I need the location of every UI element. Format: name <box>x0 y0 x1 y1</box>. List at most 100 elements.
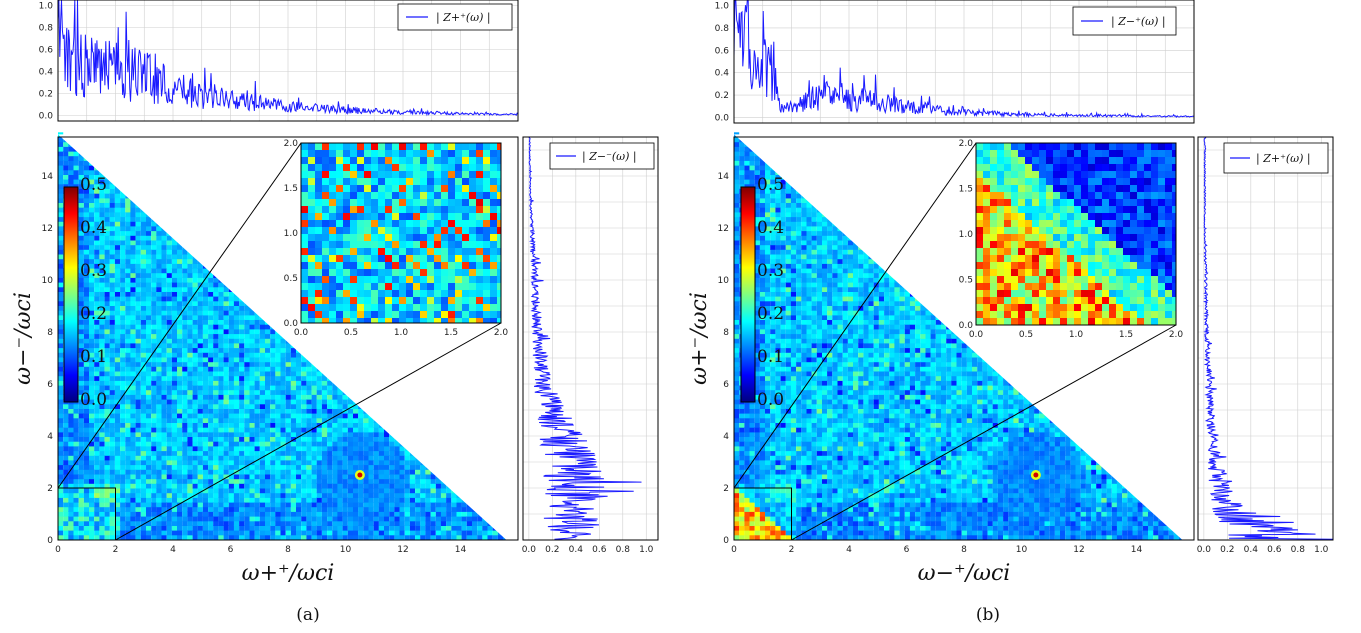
heatmap-cell <box>99 268 105 274</box>
heatmap-cell <box>477 530 483 536</box>
heatmap-cell <box>104 338 110 344</box>
inset-cell <box>441 220 448 227</box>
heatmap-cell <box>223 525 229 531</box>
heatmap-cell <box>182 417 188 423</box>
heatmap-cell <box>156 235 162 241</box>
heatmap-cell <box>435 492 441 498</box>
heatmap-cell <box>254 516 260 522</box>
heatmap-cell <box>114 431 121 437</box>
heatmap-cell <box>259 520 265 526</box>
heatmap-cell <box>146 445 152 452</box>
heatmap-cell <box>161 310 167 316</box>
heatmap-cell <box>140 216 146 222</box>
inset-cell <box>357 185 364 192</box>
heatmap-cell <box>290 520 297 526</box>
heatmap-cell <box>99 305 105 311</box>
inset-cell <box>455 283 462 290</box>
inset-cell <box>448 248 455 255</box>
heatmap-cell <box>83 417 90 423</box>
heatmap-cell <box>166 310 172 316</box>
heatmap-cell <box>114 338 121 344</box>
heatmap-cell <box>244 403 250 409</box>
heatmap-cell <box>63 160 69 166</box>
heatmap-cell <box>244 431 250 437</box>
heatmap-cell <box>99 492 105 498</box>
inset-cell <box>490 318 497 323</box>
heatmap-cell <box>151 371 157 377</box>
heatmap-cell <box>290 445 297 452</box>
heatmap-cell <box>296 483 302 489</box>
inset-cell <box>448 178 455 185</box>
heatmap-cell <box>749 422 755 428</box>
heatmap-cell <box>73 502 79 508</box>
inset-cell <box>427 206 434 213</box>
heatmap-cell <box>353 516 359 522</box>
heatmap-cell <box>259 380 265 386</box>
heatmap-cell <box>177 375 183 381</box>
heatmap-cell <box>394 478 400 484</box>
heatmap-cell <box>109 342 115 349</box>
heatmap-cell <box>146 319 152 325</box>
heatmap-cell <box>301 427 307 433</box>
heatmap-cell <box>197 506 203 512</box>
heatmap-cell <box>296 427 302 433</box>
heatmap-cell <box>332 506 338 512</box>
heatmap-cell <box>89 413 95 419</box>
heatmap-cell <box>739 511 745 517</box>
heatmap-cell <box>734 137 740 143</box>
heatmap-cell <box>482 530 488 536</box>
heatmap-cell <box>109 197 115 203</box>
heatmap-cell <box>275 520 281 526</box>
heatmap-cell <box>306 389 312 395</box>
heatmap-cell <box>239 366 245 372</box>
heatmap-cell <box>389 488 395 494</box>
heatmap-cell <box>114 268 121 274</box>
heatmap-cell <box>120 403 126 409</box>
heatmap-cell <box>202 268 209 274</box>
heatmap-cell <box>316 375 322 381</box>
heatmap-cell <box>239 422 245 428</box>
heatmap-cell <box>99 328 105 335</box>
heatmap-cell <box>749 483 755 489</box>
heatmap-cell <box>177 413 183 419</box>
heatmap-cell <box>265 328 271 335</box>
inset-cell <box>406 255 413 262</box>
heatmap-cell <box>114 511 121 517</box>
heatmap-cell <box>151 441 157 447</box>
heatmap-cell <box>270 488 276 494</box>
heatmap-cell <box>378 502 384 508</box>
heatmap-cell <box>208 380 214 386</box>
heatmap-cell <box>739 436 745 442</box>
heatmap-cell <box>161 436 167 442</box>
inset-cell <box>364 262 371 269</box>
heatmap-cell <box>306 380 312 386</box>
heatmap-cell <box>259 417 265 423</box>
panel-a-top-series <box>57 0 519 117</box>
heatmap-cell <box>347 399 353 405</box>
heatmap-cell <box>83 216 90 222</box>
heatmap-cell <box>415 492 421 498</box>
heatmap-cell <box>146 380 152 386</box>
heatmap-cell <box>78 441 84 447</box>
heatmap-cell <box>270 511 276 517</box>
heatmap-cell <box>368 492 374 498</box>
heatmap-cell <box>218 431 224 437</box>
heatmap-cell <box>78 413 84 419</box>
heatmap-cell <box>233 342 240 349</box>
inset-cell <box>301 185 308 192</box>
inset-cell <box>469 269 476 276</box>
heatmap-cell <box>451 502 457 508</box>
heatmap-cell <box>259 441 265 447</box>
heatmap-cell <box>239 413 245 419</box>
heatmap-cell <box>223 534 229 540</box>
heatmap-cell <box>327 502 333 508</box>
heatmap-cell <box>218 342 224 349</box>
heatmap-cell <box>130 310 136 316</box>
heatmap-cell <box>99 403 105 409</box>
heatmap-cell <box>166 272 172 278</box>
heatmap-cell <box>384 516 390 522</box>
heatmap-cell <box>461 530 467 536</box>
heatmap-cell <box>89 488 95 494</box>
inset-cell <box>462 199 469 206</box>
inset-cell <box>392 213 399 220</box>
